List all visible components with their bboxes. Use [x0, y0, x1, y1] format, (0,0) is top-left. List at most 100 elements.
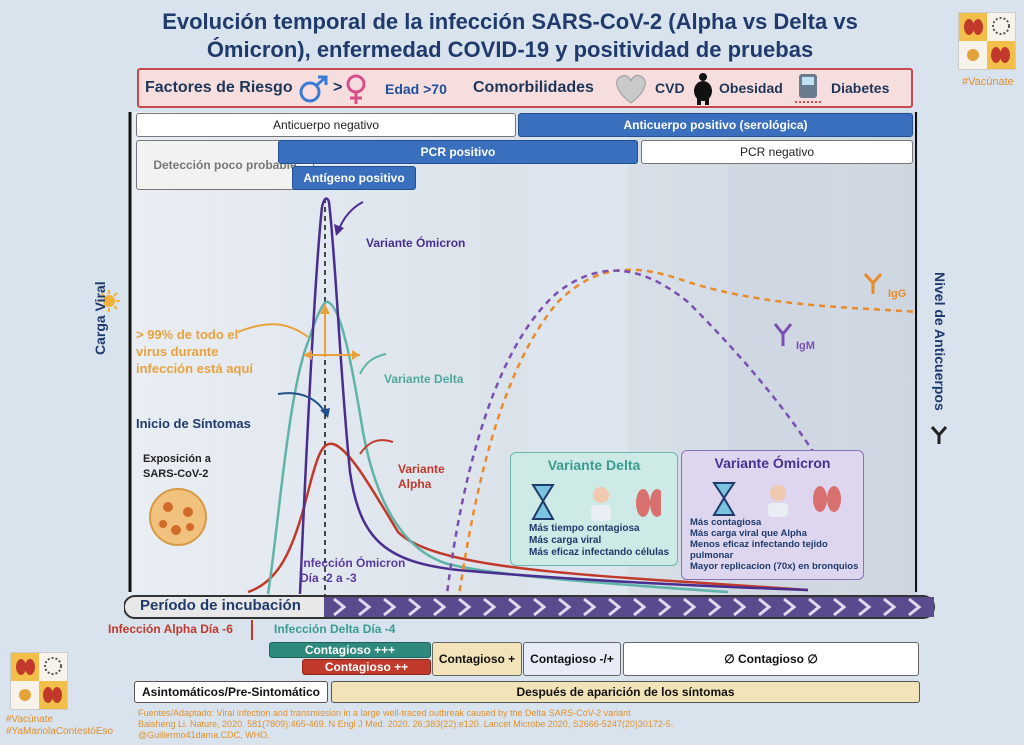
logo-top-right	[958, 12, 1016, 70]
omicron-line-1: Más contagiosa	[690, 517, 762, 528]
pcr-negative-bar: PCR negativo	[641, 140, 913, 164]
contagious-alpha-bar: Contagioso ++	[302, 659, 431, 675]
hashtag-top: #Vacúnate	[962, 76, 1014, 88]
incubation-label: Período de incubación	[140, 597, 301, 614]
obesity-icon	[694, 73, 712, 105]
igg-antibody-icon	[863, 273, 883, 294]
contagious-plus-bar: Contagioso +	[432, 642, 522, 676]
symptom-pointer-head	[320, 408, 330, 418]
omicron-curve	[298, 197, 809, 595]
width-arrow-right-head	[352, 350, 360, 360]
delta-panel-lines: Más tiempo contagiosa Más carga viral Má…	[529, 523, 669, 559]
risk-factors-box: Factores de Riesgo > Edad >70 Comorbilid…	[137, 68, 913, 108]
lungs-logo-icon	[959, 13, 1015, 69]
glucometer-icon	[795, 74, 823, 103]
omicron-line-4: pulmonar	[690, 550, 734, 561]
omicron-panel-icons	[712, 482, 841, 517]
igg-curve	[456, 268, 918, 603]
height-arrow-head	[320, 304, 330, 314]
igm-antibody-icon	[773, 323, 793, 346]
delta-panel-title: Variante Delta	[547, 457, 641, 473]
pct-label-line3: infección está aquí	[136, 361, 254, 376]
igm-curve	[444, 269, 850, 603]
pcr-positive-bar: PCR positivo	[278, 140, 638, 164]
hourglass-icon	[712, 482, 736, 516]
omicron-label: Variante Ómicron	[366, 236, 466, 250]
asymptomatic-phase-bar: Asintomáticos/Pre-Sintomático	[134, 681, 328, 703]
alpha-label: Variante Alpha	[398, 462, 445, 492]
antibody-positive-bar: Anticuerpo positivo (serológica)	[518, 113, 913, 137]
comorbidities-label: Comorbilidades	[473, 79, 594, 96]
gt-sign: >	[333, 79, 343, 96]
symptom-onset-label: Inicio de Síntomas	[136, 416, 251, 431]
alpha-pointer	[359, 439, 394, 455]
omicron-panel-title: Variante Ómicron	[714, 455, 831, 471]
male-symbol-icon	[299, 75, 328, 103]
omicron-infection-label: Infección Ómicron Día -2 a -3	[300, 556, 405, 586]
timeline-arrow	[124, 595, 935, 619]
footer-line-2: Baisheng Li. Nature, 2020. 581(7809):465…	[138, 719, 674, 729]
coughing-person-icon	[768, 485, 788, 517]
footer-line-3: @Guillermo41dama.CDC, WHO.	[138, 730, 270, 740]
coughing-person-icon	[591, 487, 611, 521]
contagious-delta-bar: Contagioso +++	[269, 642, 431, 658]
pct-label: > 99% de todo el virus durante infección…	[136, 326, 253, 377]
alpha-infection-day: Infección Alpha Día -6	[108, 622, 233, 636]
omicron-line-2: Más carga viral que Alpha	[690, 528, 807, 539]
page-title: Evolución temporal de la infección SARS-…	[162, 9, 858, 62]
heart-icon	[616, 75, 646, 104]
hashtag-vacunate: #Vacúnate	[6, 714, 54, 725]
sun-icon	[98, 290, 120, 312]
not-contagious-bar: ∅ Contagioso ∅	[623, 642, 919, 676]
hashtag-mariola: #YaMariolaContestóEso	[6, 726, 114, 737]
hashtags-bottom: #Vacúnate #YaMariolaContestóEso	[6, 714, 113, 738]
alpha-label-line2: Alpha	[398, 477, 432, 491]
age-factor: Edad >70	[385, 81, 447, 97]
sources-footer: Fuentes/Adaptado: Viral infection and tr…	[138, 708, 838, 741]
igm-label: IgM	[796, 340, 815, 352]
omicron-info-panel: Variante Ómicron Más contagiosa Más carg…	[681, 450, 864, 580]
delta-line-1: Más tiempo contagiosa	[529, 523, 640, 534]
left-axis-title: Carga Viral	[92, 281, 108, 355]
hourglass-icon	[531, 484, 555, 520]
delta-infection-day: Infección Delta Día -4	[274, 622, 396, 636]
contagious-low-bar: Contagioso -/+	[523, 642, 621, 676]
alpha-label-line1: Variante	[398, 462, 445, 476]
omicron-line-3: Menos eficaz infectando tejido	[690, 539, 828, 550]
lungs-icon	[636, 489, 661, 517]
lungs-icon	[813, 486, 841, 512]
risk-label: Factores de Riesgo	[145, 79, 293, 96]
delta-pointer	[359, 353, 387, 375]
post-symptom-phase-bar: Después de aparición de los síntomas	[331, 681, 920, 703]
pct-label-line1: > 99% de todo el	[136, 327, 239, 342]
alpha-day-marker	[251, 620, 253, 640]
omicron-panel-lines: Más contagiosa Más carga viral que Alpha…	[690, 517, 858, 572]
width-arrow-left-head	[304, 350, 312, 360]
virus-icon	[149, 488, 207, 546]
lungs-logo-icon	[11, 653, 67, 709]
delta-label: Variante Delta	[384, 372, 464, 386]
antibody-icon	[930, 426, 948, 444]
antibody-negative-bar: Anticuerpo negativo	[136, 113, 516, 137]
obesity-label: Obesidad	[719, 80, 783, 96]
igg-label: IgG	[888, 288, 907, 300]
delta-panel-icons	[531, 484, 661, 521]
omicron-infection-line1: Infección Ómicron	[300, 556, 406, 570]
omicron-infection-line2: Día -2 a -3	[300, 571, 357, 585]
delta-line-2: Más carga viral	[529, 535, 602, 546]
logo-bottom-left	[10, 652, 68, 710]
alpha-curve	[247, 442, 809, 594]
delta-info-panel: Variante Delta Más tiempo contagiosa Más…	[510, 452, 678, 566]
exposure-line1: Exposición a	[143, 453, 211, 465]
pct-pointer	[237, 323, 309, 338]
female-symbol-icon	[346, 74, 366, 104]
pct-label-line2: virus durante	[136, 344, 219, 359]
footer-line-1: Fuentes/Adaptado: Viral infection and tr…	[138, 708, 631, 718]
exposure-line2: SARS-CoV-2	[143, 468, 209, 480]
delta-line-3: Más eficaz infectando células	[529, 547, 670, 558]
omicron-line-5: Mayor replicacion (70x) en bronquios	[690, 561, 859, 572]
cvd-label: CVD	[655, 80, 685, 96]
diabetes-label: Diabetes	[831, 80, 890, 96]
antigen-positive-bar: Antígeno positivo	[292, 166, 416, 190]
omicron-pointer-head	[334, 224, 344, 236]
